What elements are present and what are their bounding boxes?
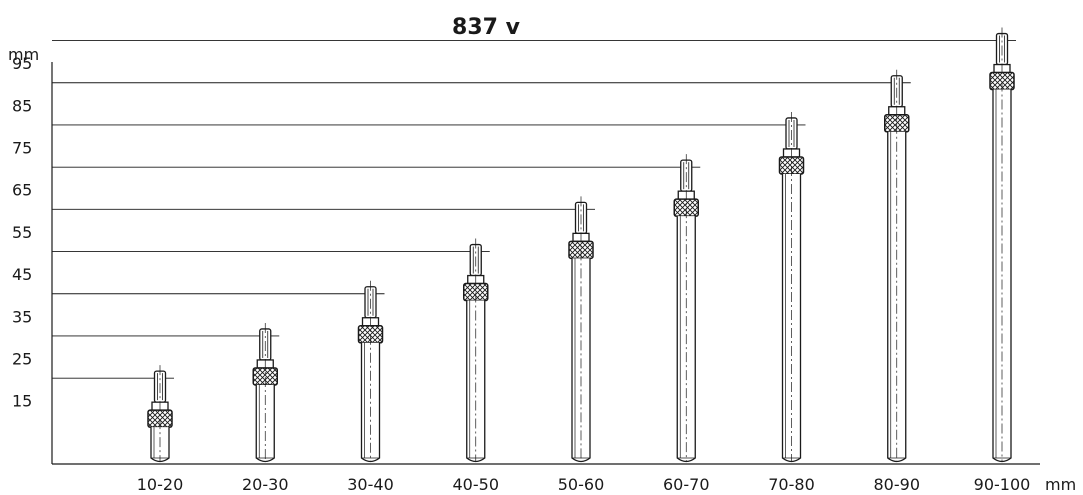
extension-rod <box>147 365 173 463</box>
x-unit-label: mm <box>1045 475 1076 494</box>
x-category-label: 10-20 <box>137 475 184 494</box>
extension-rod <box>778 111 805 463</box>
y-unit-label: mm <box>8 45 39 64</box>
y-tick-label: 25 <box>12 350 32 369</box>
y-tick-label: 65 <box>12 181 32 200</box>
x-category-label: 70-80 <box>768 475 815 494</box>
y-tick-label: 75 <box>12 139 32 158</box>
x-category-label: 40-50 <box>453 475 500 494</box>
y-tick-label: 45 <box>12 265 32 284</box>
y-tick-label: 15 <box>12 392 32 411</box>
y-tick-label: 95 <box>12 54 32 73</box>
chart-title: 837 v <box>452 15 521 40</box>
y-tick-label: 35 <box>12 307 32 326</box>
extension-rod <box>357 280 384 463</box>
y-tick-label: 85 <box>12 96 32 115</box>
x-category-label: 60-70 <box>663 475 710 494</box>
extension-rod <box>673 154 699 463</box>
x-category-label: 20-30 <box>242 475 289 494</box>
extension-rod <box>252 322 278 463</box>
extension-rod <box>884 69 910 463</box>
y-tick-label: 55 <box>12 223 32 242</box>
x-category-label: 80-90 <box>874 475 921 494</box>
extension-rod <box>568 196 594 463</box>
x-category-label: 30-40 <box>347 475 394 494</box>
x-category-label: 50-60 <box>558 475 605 494</box>
x-category-label: 90-100 <box>974 475 1031 494</box>
extension-rod <box>989 27 1015 463</box>
extension-rod <box>463 238 489 463</box>
